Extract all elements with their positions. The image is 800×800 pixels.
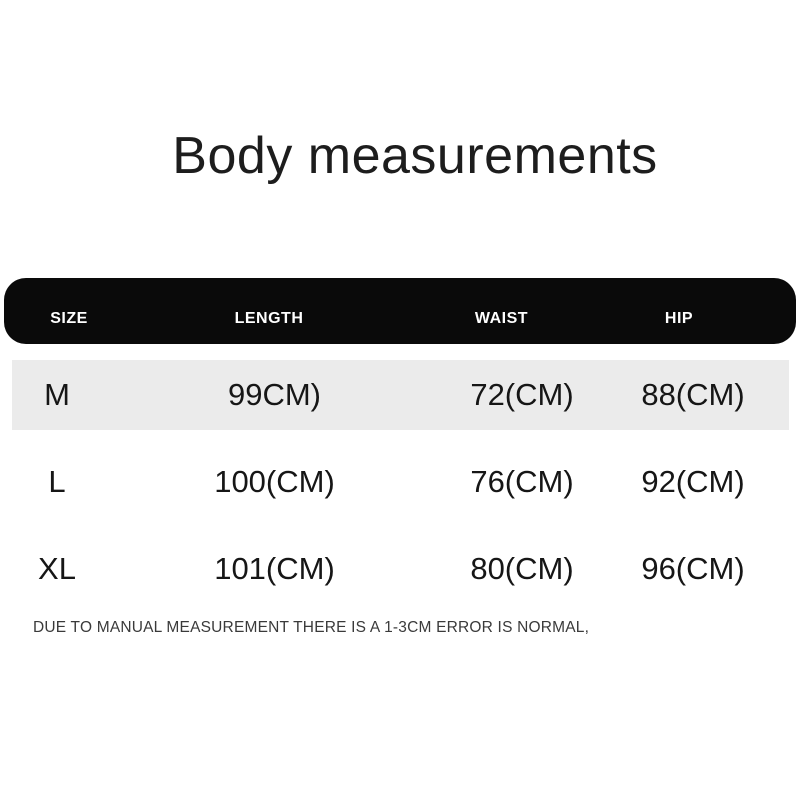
cell-length: 99CM) [227, 377, 321, 412]
cell-hip: 92(CM) [641, 464, 745, 499]
column-header-hip: HIP [664, 310, 694, 327]
cell-size: XL [38, 551, 76, 586]
table-row-l: L 100(CM) 76(CM) 92(CM) [12, 447, 789, 517]
cell-length: 101(CM) [214, 551, 335, 586]
cell-size: M [44, 377, 70, 412]
column-header-size: SIZE [50, 310, 88, 327]
measurement-disclaimer: DUE TO MANUAL MEASUREMENT THERE IS A 1-3… [33, 619, 590, 636]
cell-size: L [48, 464, 66, 499]
column-header-length: LENGTH [234, 310, 304, 327]
size-table-body: M 99CM) 72(CM) 88(CM) L 100(CM) 76(CM) 9… [12, 360, 789, 621]
cell-waist: 76(CM) [470, 464, 574, 499]
cell-waist: 80(CM) [470, 551, 574, 586]
table-header-row: SIZE LENGTH WAIST HIP [4, 278, 796, 344]
table-row-m: M 99CM) 72(CM) 88(CM) [12, 360, 789, 430]
page-title: Body measurements [172, 127, 658, 185]
table-row-xl: XL 101(CM) 80(CM) 96(CM) [12, 534, 789, 604]
cell-hip: 88(CM) [641, 377, 745, 412]
cell-waist: 72(CM) [470, 377, 574, 412]
cell-hip: 96(CM) [641, 551, 745, 586]
cell-length: 100(CM) [214, 464, 335, 499]
column-header-waist: WAIST [474, 310, 529, 327]
